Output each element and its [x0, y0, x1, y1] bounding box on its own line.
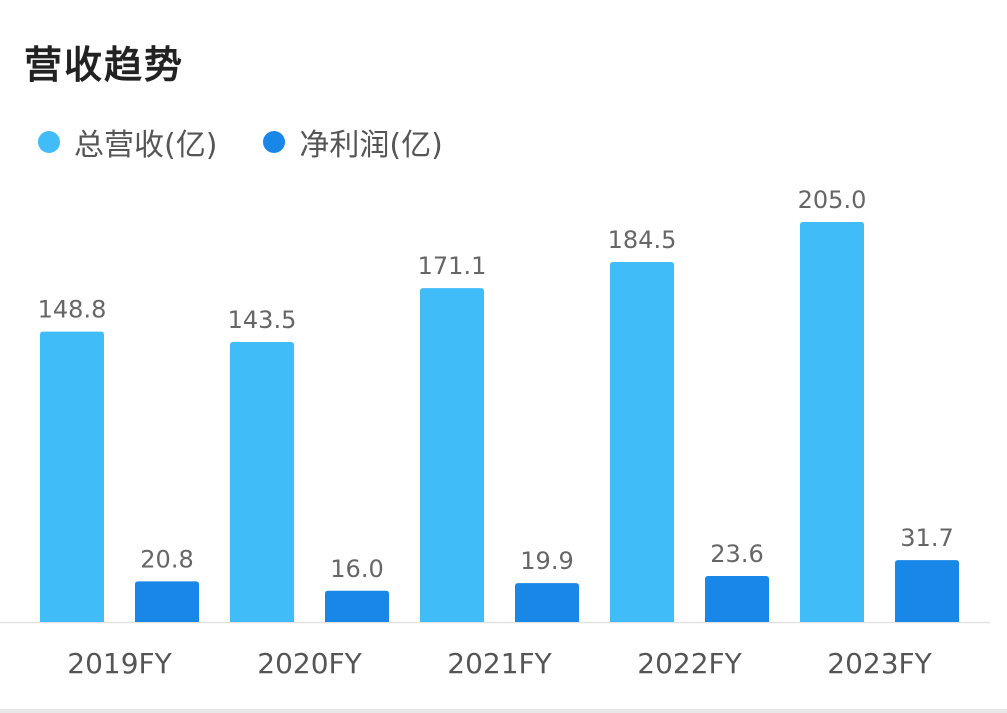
legend-label-profit: 净利润(亿): [299, 128, 443, 163]
bar-revenue-2023FY: [800, 222, 864, 622]
x-tick-label-2019FY: 2019FY: [67, 647, 172, 680]
value-label-profit-2022FY: 23.6: [710, 540, 763, 568]
legend: 总营收(亿) 净利润(亿): [38, 120, 489, 164]
bar-profit-2019FY: [135, 581, 199, 622]
value-label-profit-2019FY: 20.8: [140, 545, 193, 573]
x-tick-label-2021FY: 2021FY: [447, 647, 552, 680]
value-label-revenue-2019FY: 148.8: [38, 296, 107, 324]
x-tick-label-2022FY: 2022FY: [637, 647, 742, 680]
legend-item-revenue: 总营收(亿): [38, 120, 217, 164]
bar-profit-2020FY: [325, 590, 389, 622]
bar-revenue-2021FY: [420, 288, 484, 622]
chart-title: 营收趋势: [24, 43, 185, 87]
legend-item-profit: 净利润(亿): [263, 120, 443, 164]
legend-dot-revenue-icon: [38, 131, 60, 153]
bar-revenue-2022FY: [610, 262, 674, 622]
value-label-revenue-2021FY: 171.1: [418, 252, 487, 280]
bar-revenue-2020FY: [230, 342, 294, 622]
bottom-divider: [0, 709, 1007, 713]
bar-profit-2022FY: [705, 575, 769, 622]
x-tick-label-2023FY: 2023FY: [827, 647, 932, 680]
value-label-profit-2020FY: 16.0: [330, 555, 383, 583]
value-label-revenue-2020FY: 143.5: [228, 306, 297, 334]
value-label-profit-2021FY: 19.9: [520, 547, 573, 575]
value-label-revenue-2023FY: 205.0: [798, 186, 867, 214]
bar-profit-2023FY: [895, 560, 959, 622]
legend-label-revenue: 总营收(亿): [74, 128, 218, 163]
value-label-revenue-2022FY: 184.5: [608, 226, 677, 254]
legend-dot-profit-icon: [263, 131, 286, 153]
value-label-profit-2023FY: 31.7: [900, 524, 953, 552]
bar-profit-2021FY: [515, 583, 579, 622]
x-tick-label-2020FY: 2020FY: [257, 647, 362, 680]
bar-revenue-2019FY: [40, 331, 104, 622]
